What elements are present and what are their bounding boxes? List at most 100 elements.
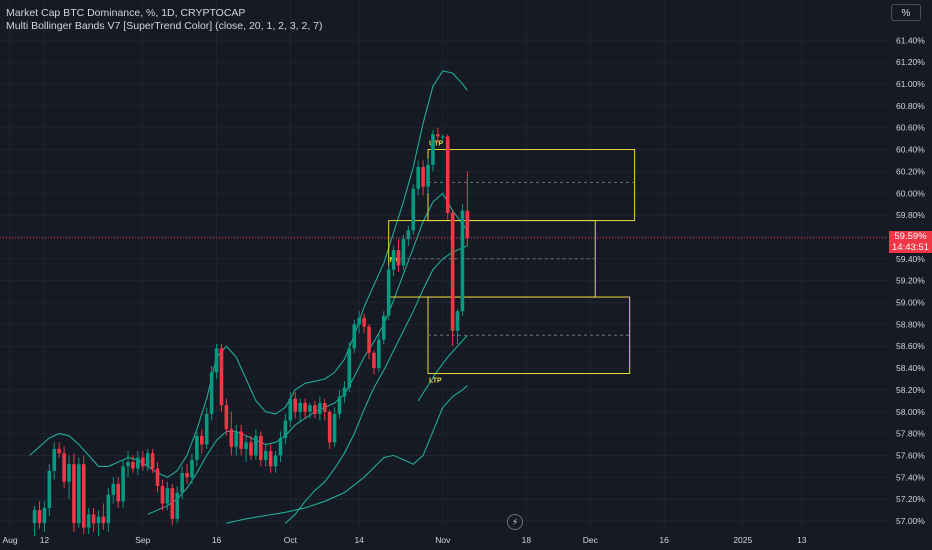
x-tick-label: 14 (354, 535, 364, 545)
candle-body (47, 470, 52, 508)
x-tick-label: Sep (135, 535, 150, 545)
y-tick-label: 60.60% (896, 123, 925, 133)
x-tick-label: 12 (40, 535, 50, 545)
candle-body (455, 311, 460, 331)
candle-body (278, 437, 283, 456)
candle-body (263, 451, 268, 460)
y-tick-label: 59.80% (896, 210, 925, 220)
y-tick-label: 58.80% (896, 319, 925, 329)
x-tick-label: 16 (212, 535, 222, 545)
candle-body (219, 348, 224, 406)
band-upper-inner (147, 192, 468, 515)
candle-body (381, 315, 386, 340)
candle-body (342, 387, 347, 397)
candle-body (67, 464, 71, 482)
candle-body (32, 510, 37, 524)
y-tick-label: 59.40% (896, 254, 925, 264)
candle-body (200, 435, 204, 445)
candle-body (140, 457, 145, 467)
candle-body (126, 462, 130, 467)
lightning-icon[interactable]: ⚡ (507, 514, 523, 530)
current-price-value: 59.59% (894, 231, 927, 242)
candle-body (91, 514, 96, 524)
candle-body (72, 464, 76, 524)
candle-body (106, 494, 111, 524)
candle-body (416, 167, 420, 189)
candle-body (234, 431, 239, 447)
candle-body (318, 403, 322, 414)
y-tick-label: 58.20% (896, 385, 925, 395)
candle-body (406, 230, 411, 240)
x-tick-label: Dec (583, 535, 599, 545)
candle-body (86, 514, 91, 528)
x-tick-label: 18 (522, 535, 532, 545)
candle-body (465, 210, 470, 239)
candle-body (313, 405, 317, 414)
candle-body (259, 435, 263, 460)
x-tick-label: 16 (659, 535, 669, 545)
candle-body (121, 466, 125, 502)
candle-body (180, 472, 184, 493)
candle-body (62, 453, 66, 482)
candle-body (352, 324, 357, 349)
candle-body (214, 348, 219, 373)
candle-body (185, 472, 189, 478)
candle-body (391, 250, 396, 270)
candle-body (145, 453, 150, 467)
y-tick-label: 57.80% (896, 429, 925, 439)
chart-title: Market Cap BTC Dominance, %, 1D, CRYPTOC… (6, 7, 246, 19)
zone-label-utp: UTP (429, 141, 443, 148)
x-tick-label: Oct (284, 535, 298, 545)
current-price-tag: 59.59% 14:43:51 (889, 231, 932, 253)
percent-scale-button[interactable]: % (891, 4, 921, 21)
y-tick-label: 58.60% (896, 341, 925, 351)
y-tick-label: 57.60% (896, 450, 925, 460)
bar-countdown: 14:43:51 (892, 241, 929, 253)
candle-body (288, 398, 293, 421)
candle-body (268, 451, 273, 467)
candle-body (421, 167, 425, 187)
y-tick-label: 60.00% (896, 188, 925, 198)
y-tick-label: 57.40% (896, 472, 925, 482)
candle-body (293, 398, 298, 412)
candle-body (77, 464, 81, 524)
x-tick-label: Aug (2, 535, 17, 545)
y-tick-label: 58.00% (896, 407, 925, 417)
candle-body (440, 136, 445, 138)
candle-body (357, 317, 361, 325)
candle-body (426, 164, 430, 187)
candle-body (204, 413, 209, 445)
y-tick-label: 57.00% (896, 516, 925, 526)
band-lower-outer (226, 385, 468, 524)
candle-body (116, 483, 120, 502)
candle-body (229, 429, 234, 447)
candle-body (224, 405, 229, 430)
candle-body (244, 442, 248, 449)
candle-body (436, 134, 440, 137)
candle-body (445, 136, 450, 213)
candle-body (57, 448, 61, 454)
y-tick-label: 59.20% (896, 276, 925, 286)
candle-body (249, 442, 253, 456)
candle-body (377, 339, 381, 369)
candle-body (42, 507, 47, 524)
candle-body (308, 405, 312, 412)
y-tick-label: 59.00% (896, 298, 925, 308)
candle-body (303, 403, 307, 412)
candle-body (332, 413, 337, 443)
y-tick-label: 61.00% (896, 79, 925, 89)
candle-body (131, 462, 135, 469)
candle-body (239, 431, 243, 449)
candle-body (165, 488, 170, 504)
y-tick-label: 60.80% (896, 101, 925, 111)
y-tick-label: 61.40% (896, 35, 925, 45)
candle-body (111, 483, 116, 495)
y-tick-label: 60.20% (896, 166, 925, 176)
candle-body (37, 510, 42, 524)
indicator-label[interactable]: Multi Bollinger Bands V7 [SuperTrend Col… (6, 20, 323, 32)
candle-body (431, 134, 435, 165)
candle-body (160, 486, 165, 504)
y-tick-label: 57.20% (896, 494, 925, 504)
candle-body (401, 239, 406, 266)
